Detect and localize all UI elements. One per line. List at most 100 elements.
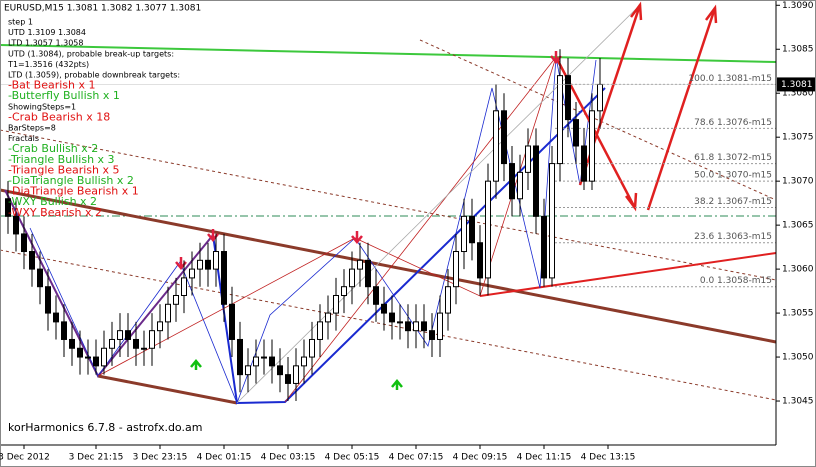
candle-body <box>373 286 379 305</box>
candle-body <box>421 321 427 332</box>
candle-body <box>189 268 195 279</box>
x-tick-label: 4 Dec 09:15 <box>453 453 508 463</box>
annotation: UTD 1.3109 1.3084 <box>8 28 86 37</box>
annotation: -Triangle Bullish x 3 <box>8 153 115 166</box>
candle-body <box>485 180 491 279</box>
channel-line <box>0 188 777 344</box>
channel-line <box>97 374 238 405</box>
fib-label: 38.2 1.3067-m15 <box>694 197 772 207</box>
candle-body <box>437 312 443 340</box>
candle-body <box>229 303 235 340</box>
candle-body <box>125 330 131 340</box>
candle-body <box>53 312 59 323</box>
candle-body <box>533 145 539 217</box>
candle-body <box>461 215 467 253</box>
candle-body <box>405 321 411 332</box>
candle-body <box>365 259 371 288</box>
candle-body <box>333 294 339 314</box>
candle-body <box>45 286 51 314</box>
up-arrow <box>190 359 202 370</box>
annotation: LTD 1.3057 1.3058 <box>8 39 83 48</box>
candle-body <box>165 303 171 323</box>
candle-body <box>357 259 363 270</box>
red-line <box>479 252 777 297</box>
annotation: -WXY Bullish x 2 <box>8 195 97 208</box>
fib-label: 78.6 1.3076-m15 <box>694 118 772 128</box>
candle-body <box>589 110 595 182</box>
candle-body <box>325 312 331 323</box>
candle-body <box>141 347 147 350</box>
candle-body <box>149 330 155 349</box>
candle-body <box>597 83 603 112</box>
annotation: Fractals <box>8 134 39 143</box>
candle-body <box>285 374 291 384</box>
candle-body <box>213 251 219 270</box>
x-tick-label: 4 Dec 13:15 <box>581 453 636 463</box>
red-arrow <box>646 7 717 211</box>
candle-body <box>445 286 451 314</box>
red-arrow-head <box>630 1 643 21</box>
candle-body <box>261 356 267 359</box>
candle-body <box>565 75 571 121</box>
annotation: T1=1.3516 (432pts) <box>7 60 89 69</box>
fib-label: 23.6 1.3063-m15 <box>694 232 772 242</box>
y-tick-label: 1.3045 <box>782 397 814 407</box>
candle-body <box>453 251 459 288</box>
candle-body <box>293 365 299 384</box>
candle-body <box>157 321 163 332</box>
candle-body <box>501 110 507 165</box>
candle-body <box>37 268 43 288</box>
red-arrow-head <box>705 4 718 24</box>
annotation: -Bat Bearish x 1 <box>8 79 96 92</box>
candle-body <box>197 259 203 270</box>
last-price-box <box>777 77 815 92</box>
candle-body <box>29 251 35 270</box>
annotation: -DiaTriangle Bearish x 1 <box>8 185 139 198</box>
candle-body <box>509 163 515 200</box>
y-tick-label: 1.3075 <box>782 133 814 143</box>
chart-title: EURUSD,M15 1.3081 1.3082 1.3077 1.3081 <box>4 4 201 14</box>
annotation: -Crab Bullish x 2 <box>8 142 98 155</box>
fib-label: 61.8 1.3072-m15 <box>694 153 772 163</box>
candle-body <box>389 312 395 323</box>
candle-body <box>493 110 499 182</box>
candle-body <box>13 215 19 235</box>
candle-body <box>109 338 115 349</box>
candle-body <box>277 365 283 376</box>
candle-body <box>77 347 83 358</box>
channel-dash <box>419 39 777 201</box>
y-tick-label: 1.3055 <box>782 309 814 319</box>
candle-body <box>117 330 123 340</box>
candle-body <box>61 321 67 340</box>
x-tick-label: 4 Dec 07:15 <box>389 453 444 463</box>
x-tick-label: 4 Dec 03:15 <box>261 453 316 463</box>
candle-body <box>381 303 387 314</box>
candle-body <box>269 356 275 367</box>
candle-body <box>93 356 99 367</box>
candle-body <box>221 251 227 305</box>
fib-label: 50.0 1.3070-m15 <box>694 171 772 181</box>
annotation: -Crab Bearish x 18 <box>8 110 110 123</box>
candle-body <box>317 321 323 340</box>
annotation: -Triangle Bearish x 5 <box>8 163 120 176</box>
candle-body <box>349 268 355 288</box>
candle-body <box>173 294 179 305</box>
green-line <box>0 44 777 63</box>
candle-body <box>253 356 259 367</box>
annotation: UTD (1.3084), probable break-up targets: <box>8 49 174 58</box>
annotation: -WXY Bearish x 2 <box>8 206 102 219</box>
candle-body <box>573 119 579 147</box>
fib-label: 0.0 1.3058-m15 <box>700 276 772 286</box>
gray-line <box>236 4 641 404</box>
candle-body <box>557 75 563 165</box>
x-tick-label: 3 Dec 23:15 <box>133 453 188 463</box>
down-arrow <box>550 51 562 64</box>
annotation: -DiaTriangle Bullish x 2 <box>8 174 134 187</box>
candle-body <box>301 356 307 367</box>
red-zigzag <box>97 56 557 403</box>
candle-body <box>133 338 139 349</box>
candle-body <box>525 145 531 173</box>
blue-zigzag <box>212 87 606 405</box>
annotation: LTD (1.3059), probable downbreak targets… <box>8 71 180 80</box>
